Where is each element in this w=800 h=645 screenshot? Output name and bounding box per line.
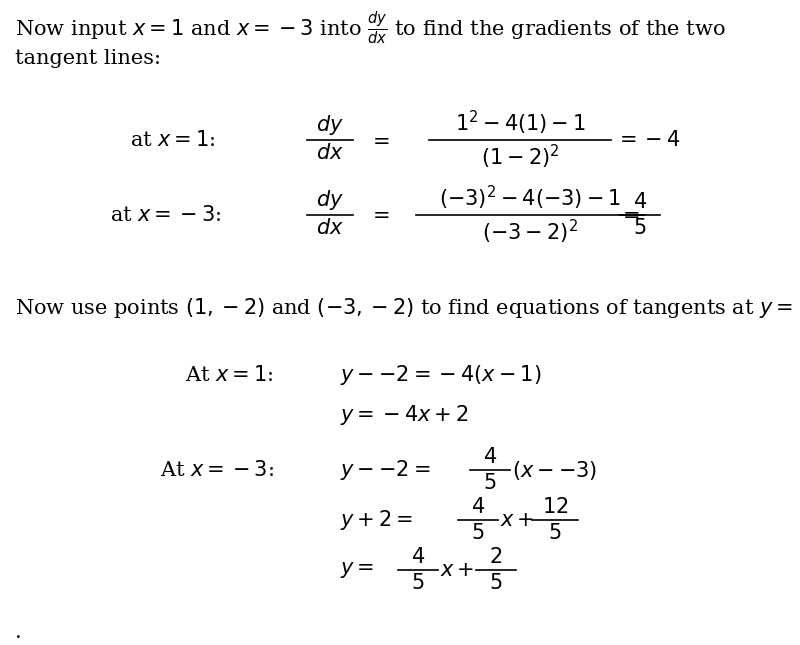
Text: $=$: $=$ bbox=[618, 206, 639, 224]
Text: $=$: $=$ bbox=[368, 130, 390, 150]
Text: $5$: $5$ bbox=[471, 523, 485, 543]
Text: at $x = -3$:: at $x = -3$: bbox=[110, 205, 222, 225]
Text: $5$: $5$ bbox=[634, 218, 646, 238]
Text: $(-3 - 2)^2$: $(-3 - 2)^2$ bbox=[482, 218, 578, 246]
Text: Now use points $(1, -2)$ and $(-3, -2)$ to find equations of tangents at $y = -2: Now use points $(1, -2)$ and $(-3, -2)$ … bbox=[15, 296, 800, 320]
Text: $5$: $5$ bbox=[411, 573, 425, 593]
Text: $y + 2 = $: $y + 2 = $ bbox=[340, 508, 414, 532]
Text: $5$: $5$ bbox=[483, 473, 497, 493]
Text: $4$: $4$ bbox=[411, 547, 425, 567]
Text: $dy$: $dy$ bbox=[316, 188, 344, 212]
Text: At $x = 1$:: At $x = 1$: bbox=[185, 365, 274, 385]
Text: $y - {-2} = -4(x - 1)$: $y - {-2} = -4(x - 1)$ bbox=[340, 363, 542, 387]
Text: $1^2 - 4(1) - 1$: $1^2 - 4(1) - 1$ bbox=[454, 109, 586, 137]
Text: $5$: $5$ bbox=[490, 573, 502, 593]
Text: $2$: $2$ bbox=[490, 547, 502, 567]
Text: $4$: $4$ bbox=[483, 447, 497, 467]
Text: $y = -4x + 2$: $y = -4x + 2$ bbox=[340, 403, 469, 427]
Text: $(1 - 2)^2$: $(1 - 2)^2$ bbox=[481, 143, 559, 171]
Text: $dx$: $dx$ bbox=[316, 218, 344, 238]
Text: $dy$: $dy$ bbox=[316, 113, 344, 137]
Text: $(x - {-3})$: $(x - {-3})$ bbox=[512, 459, 598, 482]
Text: $4$: $4$ bbox=[633, 192, 647, 212]
Text: Now input $x = 1$ and $x = -3$ into $\frac{dy}{dx}$ to find the gradients of the: Now input $x = 1$ and $x = -3$ into $\fr… bbox=[15, 9, 726, 46]
Text: $x + $: $x + $ bbox=[500, 510, 534, 530]
Text: at $x = 1$:: at $x = 1$: bbox=[130, 130, 216, 150]
Text: $= -4$: $= -4$ bbox=[615, 130, 680, 150]
Text: $12$: $12$ bbox=[542, 497, 568, 517]
Text: $x + $: $x + $ bbox=[440, 561, 474, 579]
Text: $=$: $=$ bbox=[368, 206, 390, 224]
Text: $4$: $4$ bbox=[471, 497, 485, 517]
Text: $(-3)^2 - 4(-3) - 1$: $(-3)^2 - 4(-3) - 1$ bbox=[439, 184, 621, 212]
Text: .: . bbox=[15, 622, 22, 642]
Text: $y - {-2} = $: $y - {-2} = $ bbox=[340, 458, 430, 482]
Text: tangent lines:: tangent lines: bbox=[15, 48, 161, 68]
Text: $dx$: $dx$ bbox=[316, 143, 344, 163]
Text: $y = $: $y = $ bbox=[340, 560, 374, 580]
Text: At $x = -3$:: At $x = -3$: bbox=[160, 460, 274, 480]
Text: $5$: $5$ bbox=[548, 523, 562, 543]
